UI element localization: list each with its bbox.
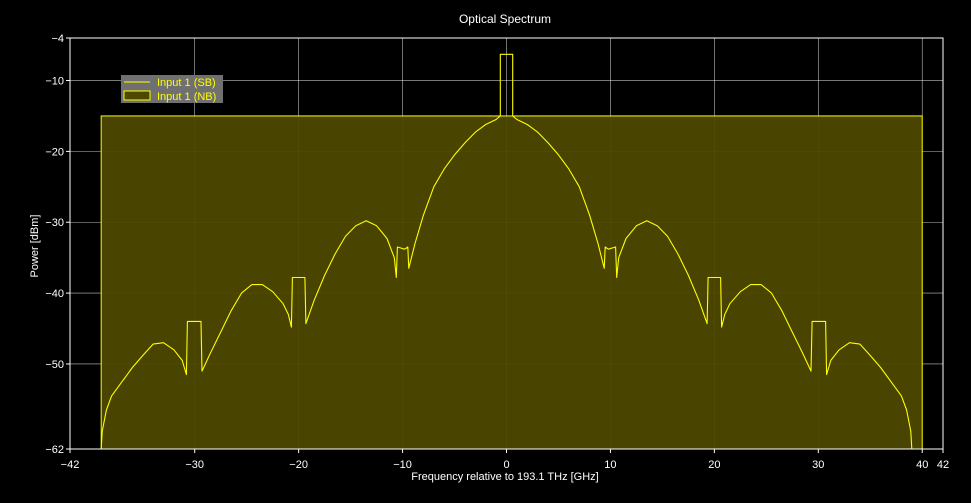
x-tick-label: 40 <box>916 459 928 471</box>
nb-band <box>100 115 923 450</box>
y-tick-label: −50 <box>45 359 64 371</box>
y-tick-label: −40 <box>45 288 64 300</box>
sb-line <box>100 53 913 450</box>
x-tick-label: −42 <box>61 459 80 471</box>
tick-labels: −42 −30 −20 −10 0 10 20 30 40 42 −4 −10 −20 −30 −40 −50… <box>45 33 949 471</box>
legend-swatch-nb <box>123 90 151 101</box>
legend: Input 1 (SB) Input 1 (NB) <box>121 75 223 103</box>
chart-title: Optical Spectrum <box>459 12 551 26</box>
x-axis-title: Frequency relative to 193.1 THz [GHz] <box>411 471 599 483</box>
y-tick-label: −10 <box>45 76 64 88</box>
x-tick-label: 30 <box>812 459 824 471</box>
sb-spectrum-line <box>100 53 913 450</box>
y-tick-label: −30 <box>45 217 64 229</box>
y-tick-label: −62 <box>45 444 64 456</box>
x-tick-label: −10 <box>393 459 412 471</box>
x-tick-label: −30 <box>185 459 204 471</box>
x-tick-label: 0 <box>503 459 509 471</box>
y-tick-label: −20 <box>45 146 64 158</box>
legend-label-sb: Input 1 (SB) <box>157 77 216 89</box>
nb-band-rect <box>100 115 923 450</box>
legend-label-nb: Input 1 (NB) <box>157 91 216 103</box>
y-axis-title: Power [dBm] <box>29 215 41 278</box>
x-tick-label: 10 <box>604 459 616 471</box>
x-tick-label: 42 <box>937 459 949 471</box>
y-tick-label: −4 <box>51 33 64 45</box>
x-tick-label: −20 <box>289 459 308 471</box>
x-tick-label: 20 <box>708 459 720 471</box>
